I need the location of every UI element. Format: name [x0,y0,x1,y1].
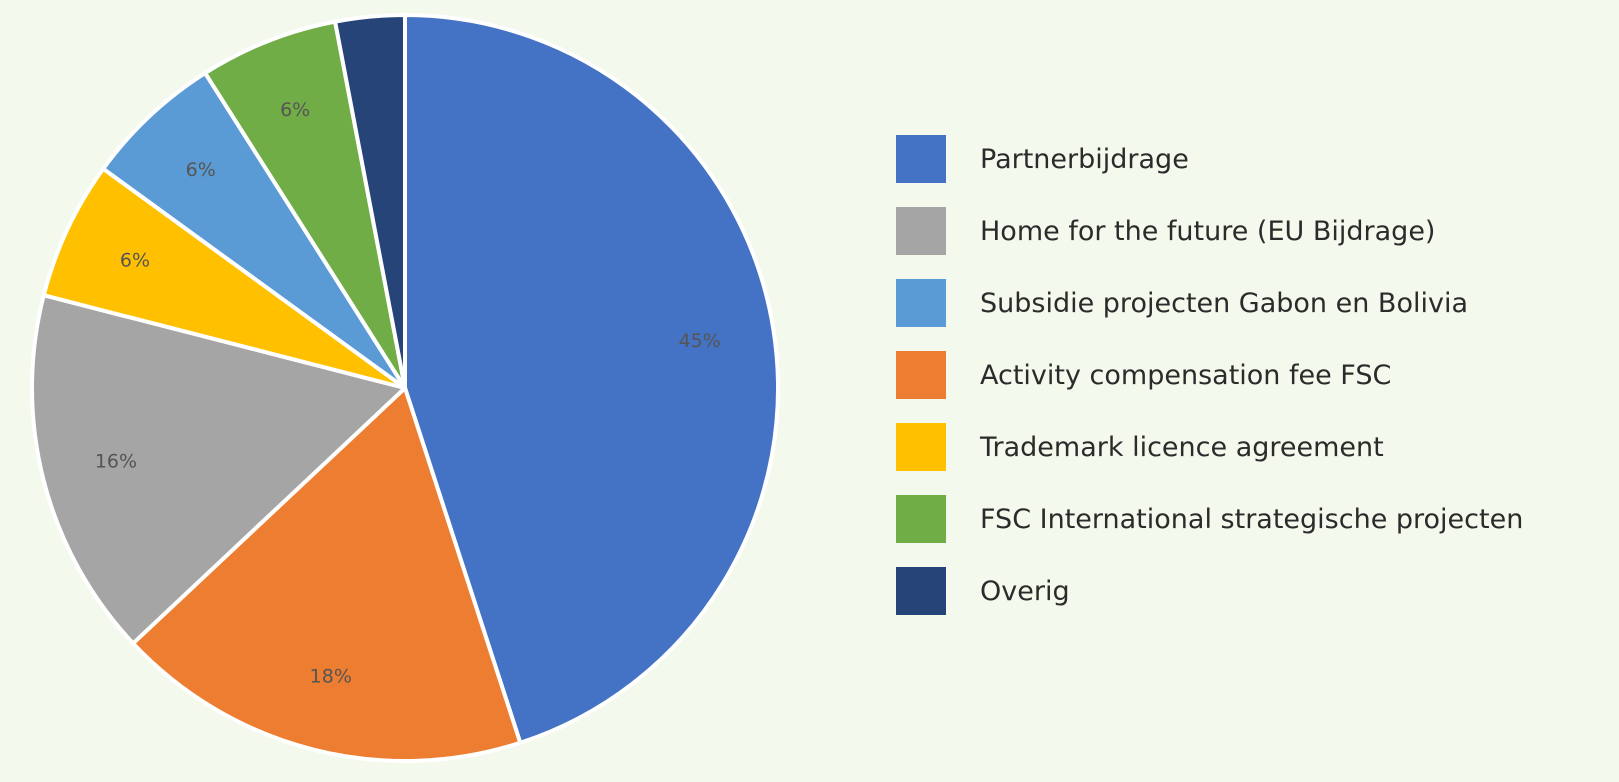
legend-label: Subsidie projecten Gabon en Bolivia [980,287,1469,319]
pie-slice-fsc-international-strategische-projecten [203,19,407,390]
pie-slice-trademark-licence-agreement [41,166,407,390]
legend-item-fsc-international: FSC International strategische projecten [896,494,1523,544]
pie-slice-partnerbijdrage [403,13,780,745]
legend-label: Trademark licence agreement [980,431,1384,463]
legend-swatch [896,423,946,471]
pie-slices [30,13,780,763]
pie-data-label: 6% [186,159,216,181]
legend-item-home-for-the-future: Home for the future (EU Bijdrage) [896,206,1523,256]
legend-item-overig: Overig [896,566,1523,616]
pie-data-label: 18% [310,666,352,688]
legend-item-activity-compensation-fee: Activity compensation fee FSC [896,350,1523,400]
legend-swatch [896,495,946,543]
legend-swatch [896,135,946,183]
pie-data-labels: 45% 18% 16% 6% 6% 6% [95,99,721,687]
legend-label: Home for the future (EU Bijdrage) [980,215,1436,247]
legend-item-subsidie-projecten: Subsidie projecten Gabon en Bolivia [896,278,1523,328]
chart-legend: Partnerbijdrage Home for the future (EU … [896,134,1523,638]
pie-data-label: 45% [679,330,721,352]
legend-swatch [896,207,946,255]
legend-swatch [896,351,946,399]
legend-item-partnerbijdrage: Partnerbijdrage [896,134,1523,184]
pie-slice-activity-compensation-fee-fsc [131,386,523,763]
pie-data-label: 6% [280,99,310,121]
pie-data-label: 16% [95,451,137,473]
legend-swatch [896,279,946,327]
legend-label: Activity compensation fee FSC [980,359,1392,391]
legend-label: FSC International strategische projecten [980,503,1524,535]
legend-item-trademark-licence: Trademark licence agreement [896,422,1523,472]
pie-slice-subsidie-projecten-gabon-en-bolivia [101,71,407,390]
pie-slice-home-for-the-future-eu-bijdrage [30,293,407,646]
legend-label: Overig [980,575,1070,607]
pie-slice-overig [333,13,407,390]
legend-label: Partnerbijdrage [980,143,1189,175]
pie-data-label: 6% [120,249,150,271]
legend-swatch [896,567,946,615]
